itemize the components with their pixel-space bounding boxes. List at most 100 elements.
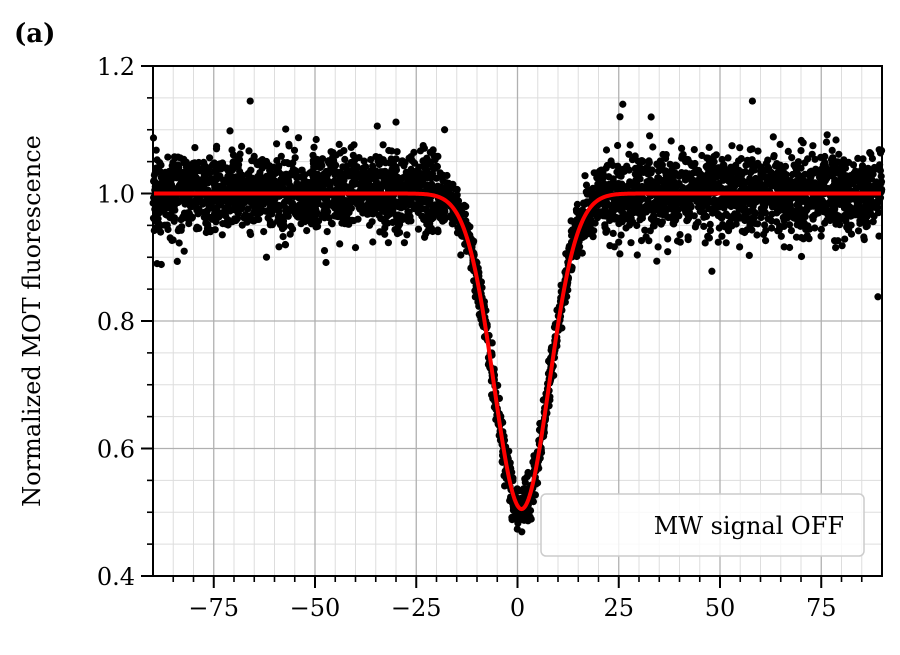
- data-point: [386, 193, 394, 202]
- data-point: [322, 258, 330, 267]
- data-point: [206, 228, 214, 236]
- data-point: [701, 239, 709, 247]
- data-point: [816, 184, 825, 192]
- data-point: [684, 205, 692, 213]
- data-point: [517, 494, 525, 503]
- data-point: [252, 203, 260, 211]
- data-point: [795, 200, 803, 208]
- data-point: [342, 197, 350, 205]
- data-point: [691, 223, 700, 231]
- data-point: [684, 233, 692, 241]
- data-point: [678, 199, 686, 208]
- data-point: [678, 144, 686, 152]
- data-point: [721, 223, 729, 231]
- data-point: [256, 182, 264, 190]
- data-point: [578, 206, 587, 214]
- data-point: [336, 240, 344, 248]
- data-point: [416, 147, 425, 155]
- data-point: [838, 213, 846, 221]
- data-point: [443, 171, 451, 180]
- data-point: [297, 184, 305, 192]
- data-point: [802, 194, 810, 202]
- data-point: [260, 228, 268, 236]
- data-point: [775, 226, 783, 234]
- data-point: [429, 163, 437, 171]
- tick-labels: −75 −50 −25 0 25 50 75 0.4 0.6 0.8 1.0 1.2: [97, 53, 837, 622]
- data-point: [336, 171, 344, 179]
- data-point: [736, 243, 744, 251]
- data-point: [419, 176, 427, 184]
- data-point: [653, 182, 661, 190]
- data-point: [159, 197, 167, 205]
- data-point: [152, 146, 160, 154]
- data-point: [761, 209, 770, 217]
- data-point: [711, 200, 719, 208]
- data-point: [294, 134, 303, 142]
- data-point: [699, 185, 707, 193]
- data-point: [615, 171, 623, 179]
- data-point: [832, 136, 840, 144]
- data-point: [187, 203, 195, 211]
- data-point: [235, 161, 243, 169]
- data-point-outlier: [153, 260, 161, 268]
- data-point: [595, 185, 603, 194]
- data-point: [786, 203, 794, 211]
- data-point: [396, 220, 404, 228]
- data-point: [873, 198, 881, 206]
- data-point: [226, 127, 234, 135]
- data-point: [178, 194, 187, 202]
- data-point: [802, 222, 810, 230]
- data-point: [628, 156, 637, 164]
- data-point: [398, 159, 406, 167]
- data-point: [715, 224, 723, 232]
- data-point: [705, 143, 713, 151]
- data-point: [645, 157, 653, 165]
- data-point: [753, 231, 761, 239]
- data-point: [616, 250, 624, 258]
- data-point: [370, 167, 378, 175]
- data-point: [807, 168, 815, 176]
- data-point: [590, 169, 598, 177]
- fit-curve: [153, 191, 882, 512]
- data-point: [849, 194, 857, 202]
- data-point: [619, 165, 627, 173]
- data-point: [203, 207, 211, 215]
- data-point: [661, 176, 669, 184]
- data-point: [200, 170, 208, 178]
- data-point: [591, 208, 599, 216]
- data-point: [841, 203, 849, 211]
- data-point: [279, 233, 287, 241]
- data-point: [362, 163, 370, 171]
- data-point: [209, 204, 217, 212]
- data-point: [655, 174, 663, 182]
- data-point: [155, 220, 163, 228]
- data-point: [360, 180, 368, 188]
- data-point: [860, 233, 868, 241]
- data-point: [375, 211, 383, 220]
- data-point: [749, 202, 757, 211]
- data-point: [581, 172, 589, 180]
- data-point: [247, 166, 255, 174]
- data-point: [325, 200, 333, 208]
- data-point: [328, 220, 336, 228]
- data-point: [177, 181, 185, 190]
- data-point: [258, 158, 266, 167]
- data-point: [211, 184, 219, 192]
- data-point: [385, 210, 393, 219]
- fit-curve-group: [153, 191, 882, 512]
- data-point: [170, 202, 178, 210]
- data-point: [582, 181, 591, 189]
- data-point: [523, 473, 531, 481]
- data-point: [683, 216, 692, 224]
- data-point: [750, 213, 759, 222]
- data-point: [207, 194, 216, 202]
- data-point-outlier: [748, 97, 757, 105]
- data-point: [303, 227, 311, 235]
- data-point: [748, 167, 756, 175]
- data-point: [258, 164, 266, 172]
- data-point: [184, 183, 192, 191]
- data-point: [705, 234, 714, 242]
- data-point: [743, 226, 751, 234]
- data-point: [692, 177, 700, 185]
- data-point: [567, 227, 576, 235]
